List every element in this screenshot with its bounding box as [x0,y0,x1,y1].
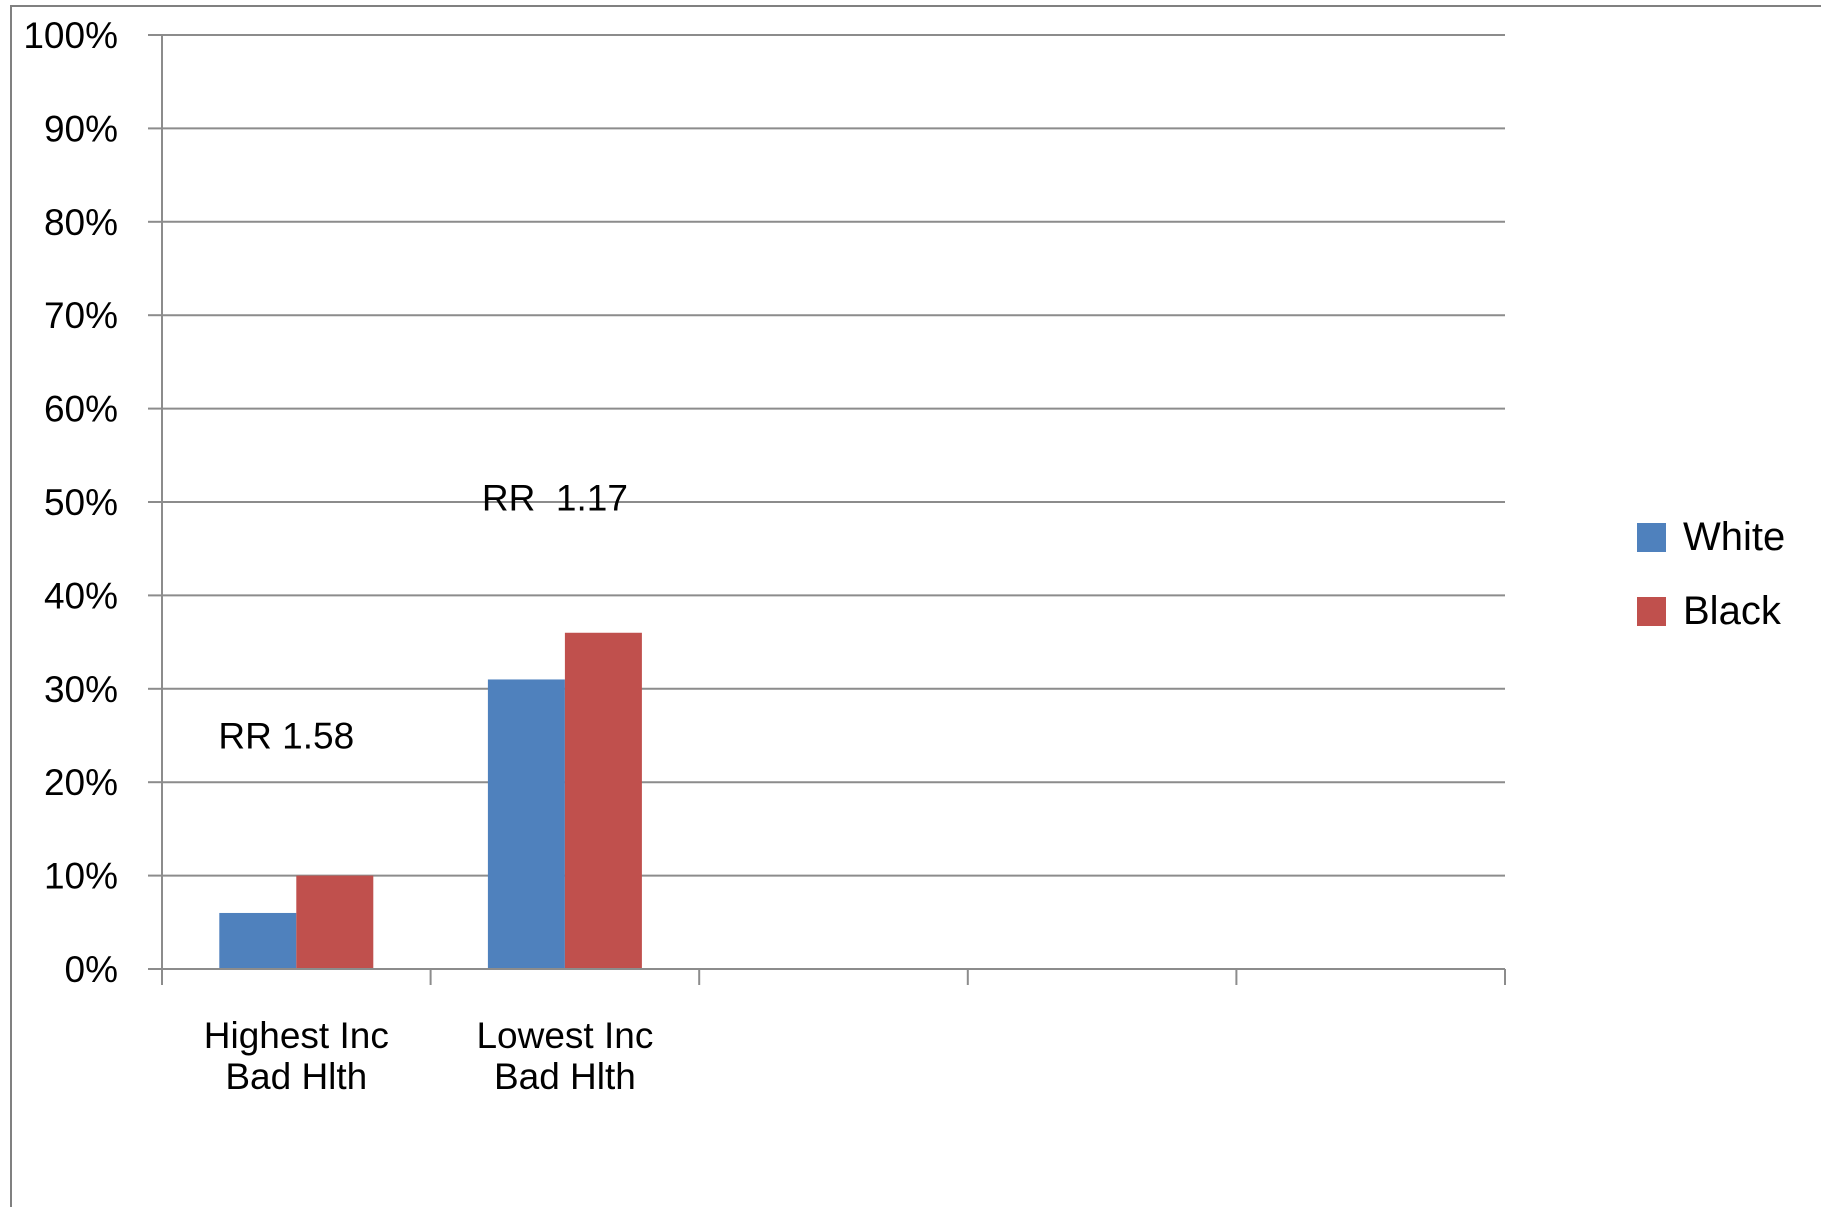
x-category-label: Lowest Inc [476,1015,653,1056]
annotations: RR 1.58 RR 1.17 [218,477,627,756]
rr-annotation: RR 1.17 [482,477,628,518]
x-category-label: Bad Hlth [494,1056,636,1097]
bar-black [296,875,374,969]
y-tick-label: 100% [23,15,118,56]
y-tick-label: 30% [44,669,118,710]
bar-black [564,632,642,969]
legend-swatch-white [1637,523,1666,552]
y-tick-label: 80% [44,202,118,243]
y-tick-label: 10% [44,856,118,897]
bars [219,632,642,969]
x-category-label: Bad Hlth [225,1056,367,1097]
axes [148,34,1506,985]
y-tick-label: 90% [44,108,118,149]
x-category-label: Highest Inc [204,1015,389,1056]
bar-chart: 0% 10% 20% 30% 40% 50% 60% 70% 80% 90% 100% Highes… [23,15,1785,1097]
bar-white [219,912,297,969]
y-tick-labels: 0% 10% 20% 30% 40% 50% 60% 70% 80% 90% 100% [23,15,118,990]
y-tick-label: 50% [44,482,118,523]
y-tick-label: 0% [65,949,118,990]
gridlines [162,34,1505,877]
y-tick-label: 60% [44,389,118,430]
chart-frame [10,5,1821,1207]
rr-annotation: RR 1.58 [218,716,354,757]
bar-white [487,679,565,969]
y-tick-label: 40% [44,575,118,616]
legend-label-white: White [1683,515,1785,559]
y-tick-label: 70% [44,295,118,336]
y-tick-label: 20% [44,762,118,803]
legend-swatch-black [1637,597,1666,626]
legend: White Black [1637,515,1785,633]
legend-label-black: Black [1683,589,1782,633]
